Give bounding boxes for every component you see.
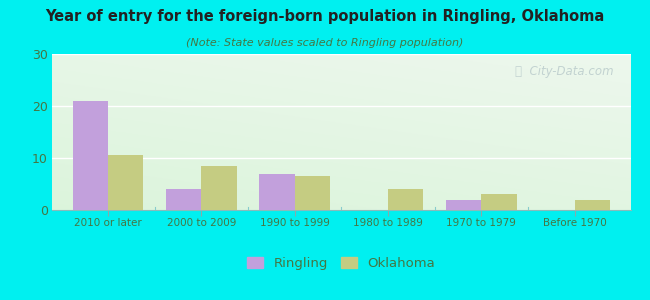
Text: Year of entry for the foreign-born population in Ringling, Oklahoma: Year of entry for the foreign-born popul… (46, 9, 605, 24)
Bar (575, 200, 610, 210)
Bar (388, 189, 423, 210)
Bar (446, 200, 481, 210)
Bar (259, 174, 294, 210)
Bar (108, 155, 144, 210)
Text: ⓘ  City-Data.com: ⓘ City-Data.com (515, 65, 613, 78)
Bar (294, 176, 330, 210)
Bar (481, 194, 517, 210)
Bar (166, 189, 202, 210)
Text: (Note: State values scaled to Ringling population): (Note: State values scaled to Ringling p… (187, 38, 463, 47)
Bar (202, 166, 237, 210)
Legend: Ringling, Oklahoma: Ringling, Oklahoma (242, 252, 441, 275)
Bar (73, 101, 108, 210)
